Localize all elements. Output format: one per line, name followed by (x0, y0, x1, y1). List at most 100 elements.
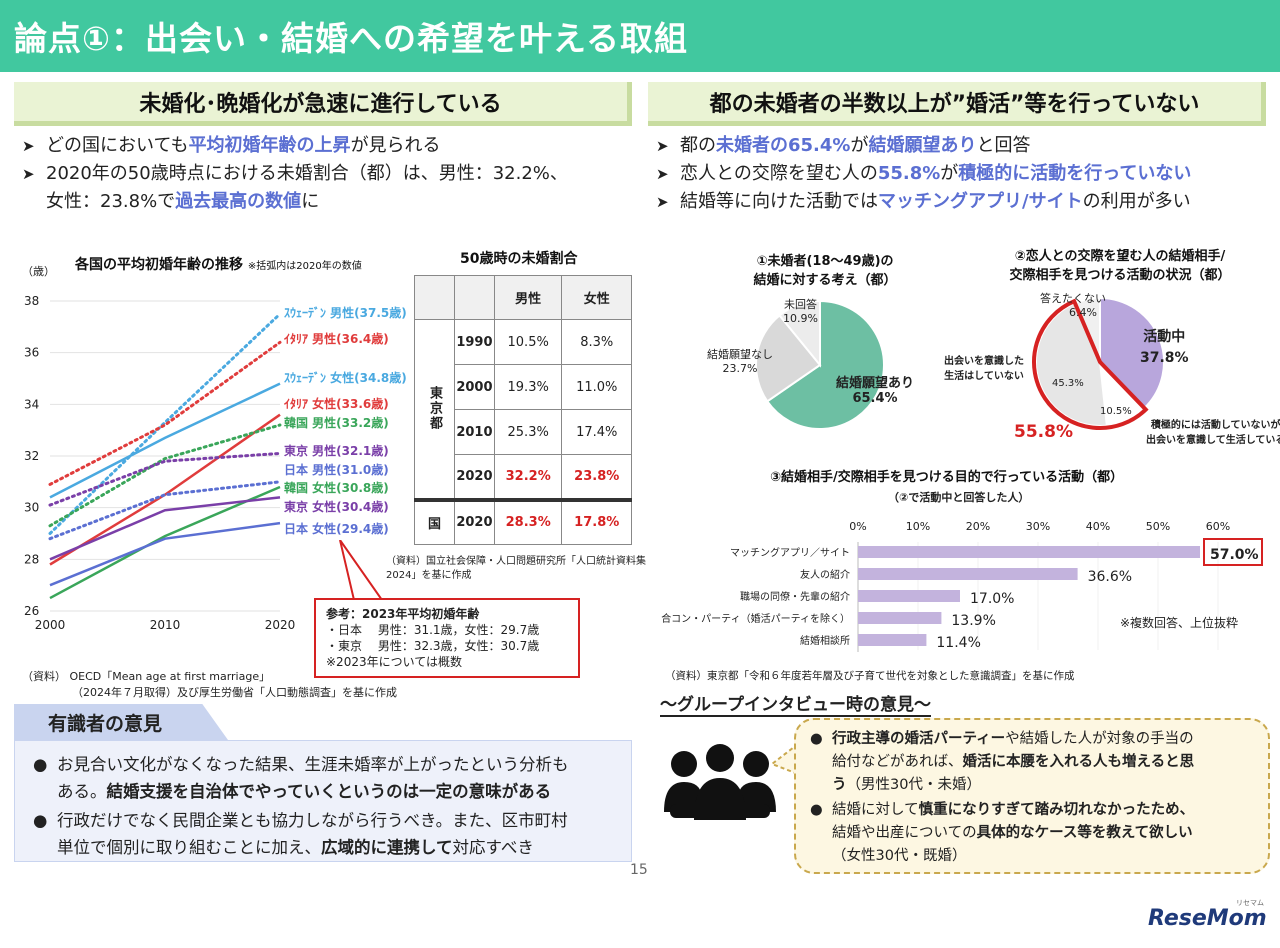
x-tick-label: 20% (966, 520, 990, 533)
expert-box: ● お見合い文化がなくなった結果、生涯未婚率が上がったという分析も ある。結婚支… (14, 740, 632, 862)
pie2-label-notconscious: 出会いを意識した 生活はしていない (944, 356, 1024, 382)
y-tick-label: 32 (24, 449, 39, 463)
pie2-value-notconscious: 45.3% (1052, 378, 1084, 389)
y-tick-label: 34 (24, 397, 39, 411)
table-row: 東京都 1990 10.5% 8.3% (414, 319, 632, 500)
left-section-title: 未婚化･晩婚化が急速に進行している (14, 82, 632, 126)
pie1-chart (755, 299, 885, 430)
arrow-bullet-icon: ➤ (656, 165, 669, 183)
pie1-label-yes: 結婚願望あり 65.4% (836, 376, 915, 406)
pie-slice (778, 299, 821, 368)
bar-value-label: 13.9% (951, 613, 995, 629)
left-bullet-2-cont: 女性：23.8%で過去最高の数値に (46, 191, 320, 212)
left-bullet-2: ➤ 2020年の50歳時点における未婚割合（都）は、男性：32.2%、 (22, 160, 632, 188)
series-label: 韓国 男性(33.2歳) (284, 415, 389, 430)
line-chart-title: 各国の平均初婚年齢の推移 ※括弧内は2020年の数値 (75, 257, 362, 273)
bar-chart-note: ※複数回答、上位抜粋 (1120, 616, 1239, 630)
pie-slice (765, 299, 885, 430)
pie1-label-noanswer: 未回答 10.9% (783, 298, 818, 325)
bar-value-label: 17.0% (970, 591, 1014, 607)
pie1-label-no: 結婚願望なし 23.7% (707, 348, 773, 375)
table-nation-row: 国 2020 28.3% 17.8% (414, 497, 632, 545)
table-row: 2000 19.3% 11.0% (415, 364, 632, 410)
pie2-label-noanswer: 答えたくない 6.4% (1040, 292, 1106, 319)
bar (858, 568, 1078, 580)
pie-slice (755, 314, 822, 403)
table-group-label: 東京都 (414, 319, 455, 500)
pie2-label-active: 活動中 37.8% (1140, 329, 1189, 366)
expert-point-2: ● 行政だけでなく民間企業とも協力しながら行うべき。また、区市町村 単位で個別に… (33, 807, 617, 861)
expert-point-1: ● お見合い文化がなくなった結果、生涯未婚率が上がったという分析も ある。結婚支… (33, 751, 617, 805)
pie-slice (1035, 301, 1108, 427)
category-label: 職場の同僚・先輩の紹介 (740, 590, 850, 603)
series-line (49, 521, 281, 587)
line-chart-ylabel: （歳） (22, 265, 55, 278)
right-bullet-2: ➤ 恋人との交際を望む人の55.8%が積極的に活動を行っていない (656, 160, 1268, 188)
table-source-1: （資料）国立社会保障・人口問題研究所「人口統計資料集 (386, 556, 646, 567)
reference-note: ※2023年については概数 (326, 655, 462, 669)
arrow-bullet-icon: ➤ (656, 193, 669, 211)
series-label: 韓国 女性(30.8歳) (284, 480, 389, 495)
bar (858, 634, 927, 646)
category-label: 結婚相談所 (800, 634, 850, 647)
bullet-dot-icon: ● (33, 811, 48, 830)
category-label: 合コン・パーティ（婚活パーティを除く） (661, 612, 850, 625)
bar (858, 546, 1200, 558)
x-tick-label: 10% (906, 520, 930, 533)
table-title: 50歳時の未婚割合 (460, 251, 578, 267)
x-tick-label: 60% (1206, 520, 1230, 533)
series-label: ｲﾀﾘｱ 女性(33.6歳) (284, 396, 389, 411)
bar-chart-title: ③結婚相手/交際相手を見つける目的で行っている活動（都） (770, 470, 1124, 485)
highlight-box (1203, 538, 1263, 566)
bar-value-label: 11.4% (936, 635, 980, 651)
series-line (48, 451, 282, 507)
series-line (48, 480, 282, 541)
table-source-2: 2024」を基に作成 (386, 570, 472, 581)
table-header-row: 男性 女性 (414, 275, 632, 320)
pie-highlight-outline (1032, 298, 1149, 430)
y-tick-label: 38 (24, 294, 39, 308)
pie1-title: ①未婚者(18～49歳)の 結婚に対する考え（都） (753, 254, 897, 288)
pie2-value-conscious: 10.5% (1100, 406, 1132, 417)
series-line (49, 382, 281, 499)
bullet-dot-icon: ● (33, 755, 48, 774)
resemom-logo: ReseMom (1148, 906, 1267, 931)
series-label: 日本 男性(31.0歳) (284, 462, 389, 477)
interview-comment-2: ● 結婚に対して慎重になりすぎて踏み切れなかったため、 結婚や出産についての具体… (810, 799, 1254, 868)
bar-value-label: 57.0% (1210, 547, 1259, 563)
x-tick-label: 40% (1086, 520, 1110, 533)
bar-value-label: 36.6% (1088, 569, 1132, 585)
right-section-title: 都の未婚者の半数以上が”婚活”等を行っていない (648, 82, 1266, 126)
group-people-icon (664, 744, 776, 820)
series-label: ｽｳｪｰﾃﾞﾝ 女性(34.8歳) (284, 370, 407, 385)
title-bar (0, 0, 1280, 72)
unmarried-rate-table: 男性 女性 東京都 1990 10.5% 8.3% 2000 19.3% 11.… (414, 275, 632, 545)
y-tick-label: 28 (24, 552, 39, 566)
bar-chart-source: （資料）東京都「令和６年度若年層及び子育て世代を対象とした意識調査」を基に作成 (665, 670, 1075, 682)
pie2-highlight-value: 55.8% (1014, 422, 1073, 442)
reference-japan: ・日本 男性：31.1歳，女性：29.7歳 (326, 623, 540, 637)
line-chart-source-2: （2024年７月取得）及び厚生労働省「人口動態調査」を基に作成 (72, 686, 397, 699)
reference-title: 参考：2023年平均初婚年齢 (326, 607, 480, 621)
bullet-dot-icon: ● (810, 802, 823, 818)
series-label: 東京 男性(32.1歳) (284, 443, 389, 458)
pie-slice (1099, 296, 1165, 410)
series-label: ｽｳｪｰﾃﾞﾝ 男性(37.5歳) (284, 305, 407, 320)
pie2-chart (1032, 296, 1165, 430)
x-tick-label: 0% (849, 520, 866, 533)
page-title: 論点①：出会い・結婚への希望を叶える取組 (14, 19, 688, 58)
category-label: マッチングアプリ／サイト (730, 546, 850, 559)
pie2-label-conscious: 積極的には活動していないが 出会いを意識して生活している (1146, 420, 1280, 446)
resemom-logo-sub: リセマム (1236, 899, 1264, 907)
pie2-title: ②恋人との交際を望む人の結婚相手/ 交際相手を見つける活動の状況（都） (1009, 249, 1231, 283)
table-row: 2020 32.2% 23.8% (415, 454, 632, 500)
x-tick-label: 2000 (35, 618, 66, 632)
x-tick-label: 50% (1146, 520, 1170, 533)
series-label: ｲﾀﾘｱ 男性(36.4歳) (284, 331, 389, 346)
right-bullet-1: ➤ 都の未婚者の65.4%が結婚願望ありと回答 (656, 132, 1268, 160)
right-bullets: ➤ 都の未婚者の65.4%が結婚願望ありと回答 ➤ 恋人との交際を望む人の55.… (656, 132, 1268, 216)
page-number: 15 (630, 862, 648, 878)
series-line (48, 340, 282, 486)
bar (858, 590, 960, 602)
